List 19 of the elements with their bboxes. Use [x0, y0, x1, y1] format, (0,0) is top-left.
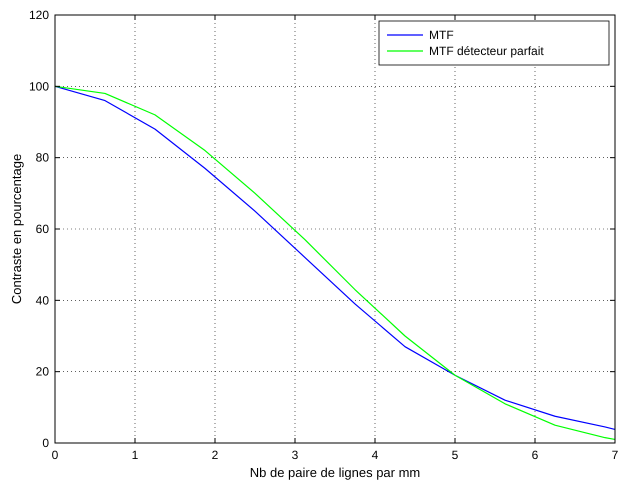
x-tick-label: 4	[372, 448, 379, 462]
x-tick-label: 5	[452, 448, 459, 462]
x-axis-title: Nb de paire de lignes par mm	[250, 465, 420, 480]
y-tick-label: 120	[28, 8, 50, 22]
y-tick-label: 20	[36, 364, 50, 379]
x-tick-label: 1	[132, 448, 139, 462]
y-tick-label: 0	[42, 436, 50, 450]
x-tick-label: 3	[292, 448, 299, 462]
x-tick-label: 0	[52, 448, 59, 462]
y-tick-label: 60	[36, 222, 50, 236]
x-tick-label: 6	[532, 448, 539, 462]
legend-label: MTF détecteur parfait	[429, 44, 544, 58]
y-tick-label: 40	[36, 293, 50, 308]
legend-label: MTF	[429, 28, 454, 42]
y-tick-label: 100	[28, 79, 50, 94]
y-tick-label: 80	[36, 150, 50, 165]
y-axis-title: Contraste en pourcentage	[9, 154, 24, 304]
x-tick-label: 7	[612, 448, 619, 462]
x-tick-label: 2	[212, 448, 219, 462]
